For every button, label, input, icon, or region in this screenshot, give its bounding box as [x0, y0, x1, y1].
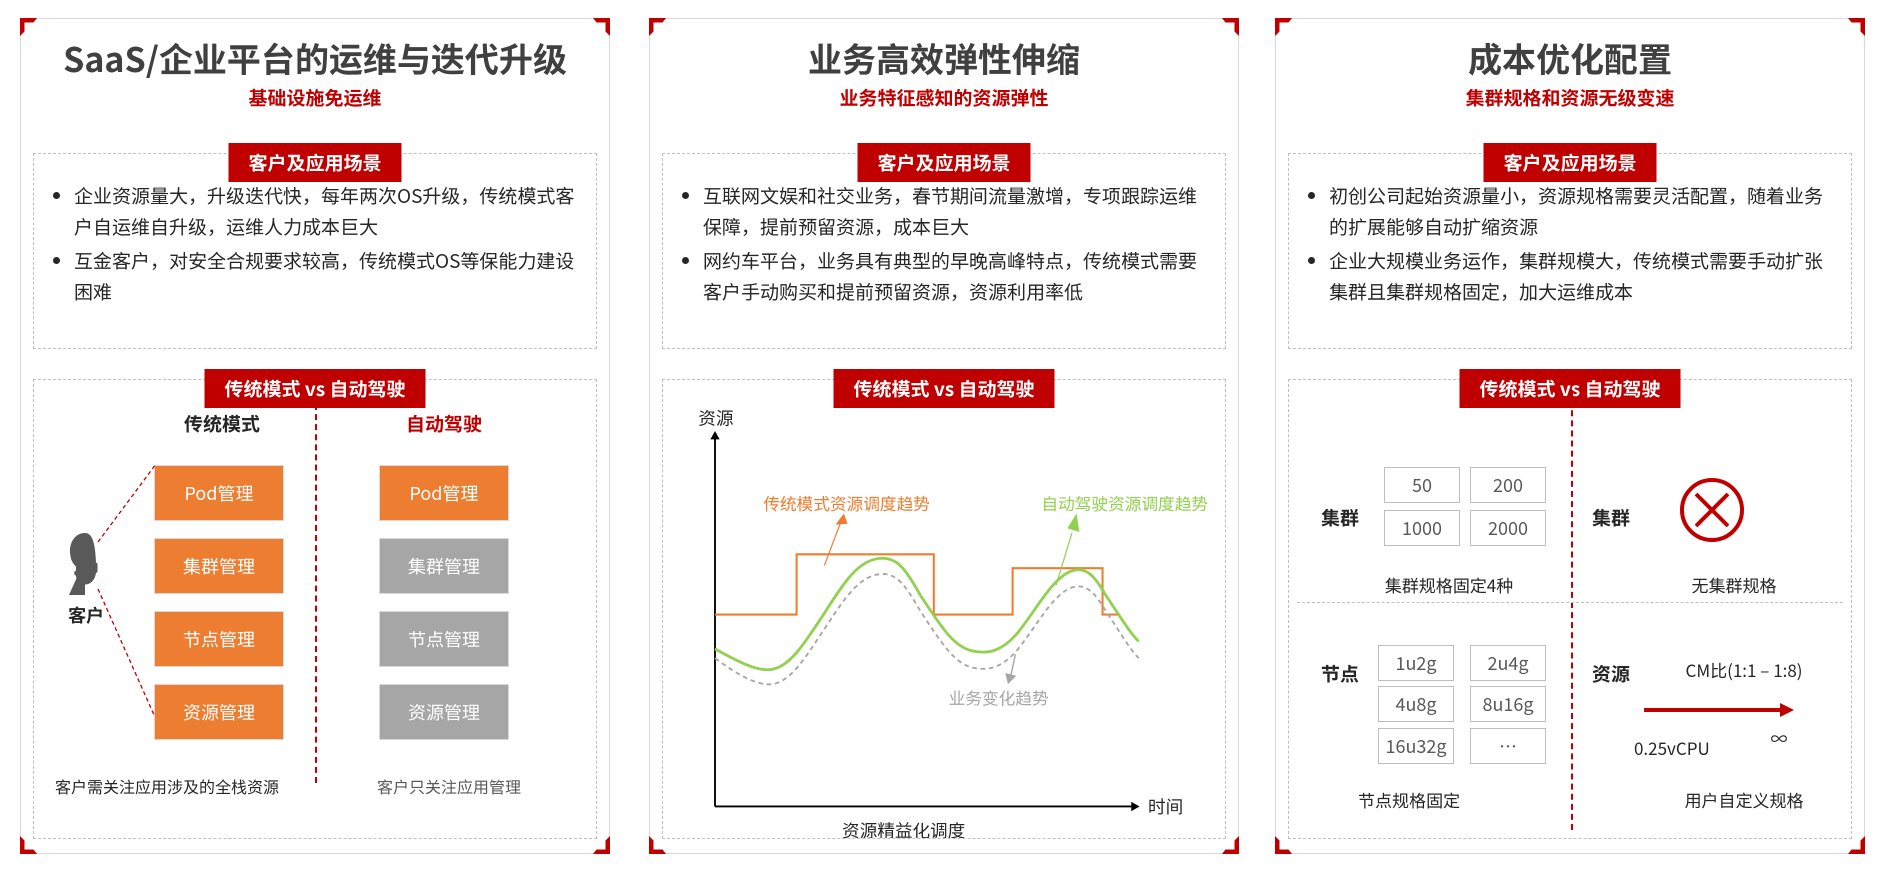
svg-text:资源: 资源	[698, 406, 733, 431]
svg-text:自动驾驶资源调度趋势: 自动驾驶资源调度趋势	[1041, 491, 1208, 515]
svg-text:业务变化趋势: 业务变化趋势	[949, 685, 1049, 709]
svg-text:资源精益化调度: 资源精益化调度	[842, 818, 966, 838]
svg-text:时间: 时间	[1148, 794, 1183, 819]
svg-text:传统模式资源调度趋势: 传统模式资源调度趋势	[763, 491, 930, 515]
